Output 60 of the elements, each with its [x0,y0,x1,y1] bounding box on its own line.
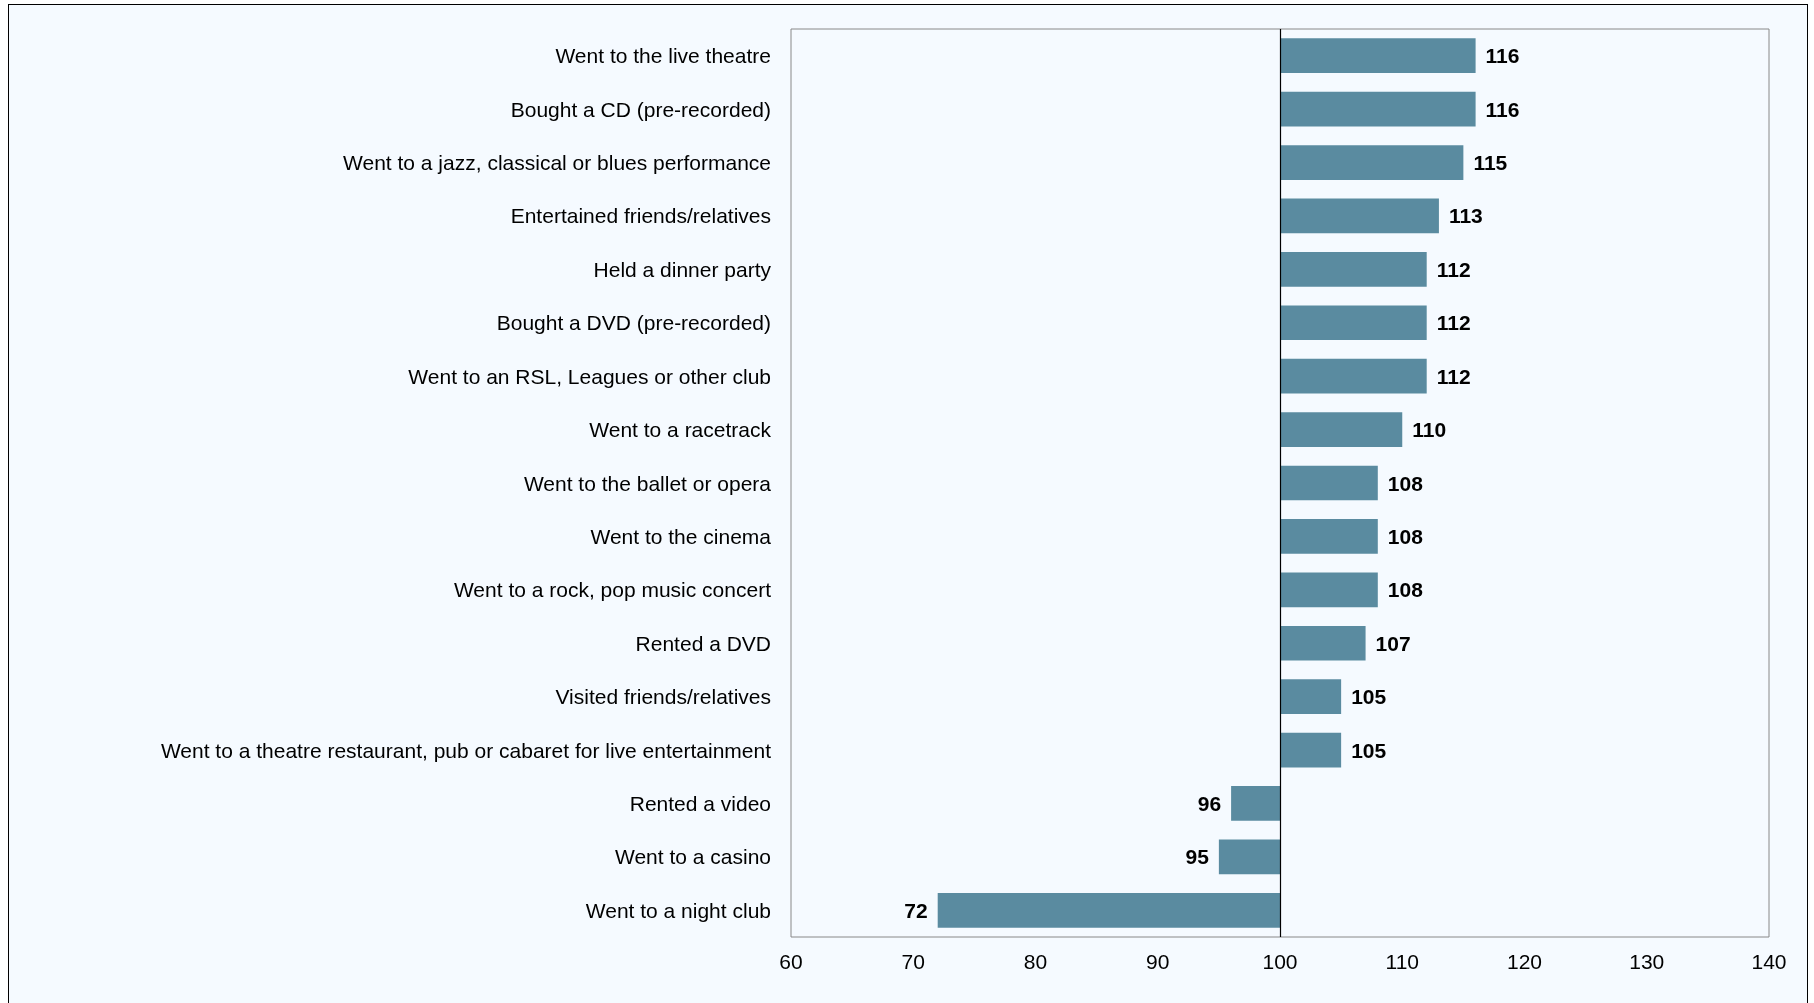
data-label: 108 [1387,524,1424,548]
data-label: 110 [1412,418,1447,442]
y-tick-label: Entertained friends/relatives [510,204,771,228]
data-label: 107 [1375,631,1411,655]
bar [1280,465,1378,501]
x-tick-label: 100 [1262,950,1298,973]
bar [1280,145,1464,180]
data-label: 108 [1387,578,1424,602]
data-label: 116 [1485,44,1520,68]
bar [1280,198,1439,234]
x-tick-label: 120 [1506,950,1543,973]
data-label: 95 [1185,845,1210,869]
y-tick-label: Went to the cinema [590,524,772,548]
y-tick-label: Went to a racetrack [589,418,772,442]
data-label: 116 [1485,97,1520,121]
y-tick-label: Went to a rock, pop music concert [453,578,772,602]
bar [1280,251,1427,287]
bar [1231,786,1280,821]
data-label: 115 [1473,151,1508,175]
x-tick-label: 70 [901,950,925,973]
y-tick-label: Went to the live theatre [555,44,771,68]
x-tick-label: 140 [1751,950,1787,973]
data-label: 112 [1436,364,1471,388]
x-tick-label: 60 [779,950,803,973]
bar [1280,305,1427,341]
data-label: 96 [1197,791,1222,815]
bar [1280,625,1366,661]
bar [1280,412,1403,447]
y-tick-label: Visited friends/relatives [555,685,771,709]
bar [1280,519,1378,554]
y-tick-label: Bought a DVD (pre-recorded) [496,311,771,335]
x-tick-label: 80 [1023,950,1048,973]
y-tick-label: Went to a jazz, classical or blues performance [343,151,771,175]
data-label: 112 [1436,311,1471,335]
x-tick-label: 130 [1629,950,1665,973]
data-label: 113 [1448,204,1483,228]
data-label: 112 [1436,257,1471,281]
data-label: 108 [1387,471,1424,495]
bar [937,892,1280,928]
x-tick-label: 90 [1146,950,1170,973]
y-tick-label: Went to the ballet or opera [523,471,772,495]
y-tick-label: Went to a casino [614,845,771,869]
bar [1280,679,1342,715]
bar [1218,839,1280,875]
bar [1280,732,1342,768]
y-tick-label: Bought a CD (pre-recorded) [510,97,771,121]
data-label: 105 [1351,685,1387,709]
y-tick-label: Rented a video [629,791,771,815]
data-label: 72 [904,898,928,922]
y-tick-label: Held a dinner party [593,257,772,281]
y-tick-label: Went to an RSL, Leagues or other club [408,364,771,388]
y-tick-label: Went to a theatre restaurant, pub or cabaret for live entertainment [160,738,772,762]
bar [1280,38,1476,74]
data-label: 105 [1351,738,1387,762]
bar [1280,358,1427,394]
y-tick-label: Rented a DVD [635,631,771,655]
x-tick-label: 110 [1385,950,1419,973]
bar [1280,572,1378,608]
y-tick-label: Went to a night club [585,898,771,922]
bar [1280,91,1476,127]
